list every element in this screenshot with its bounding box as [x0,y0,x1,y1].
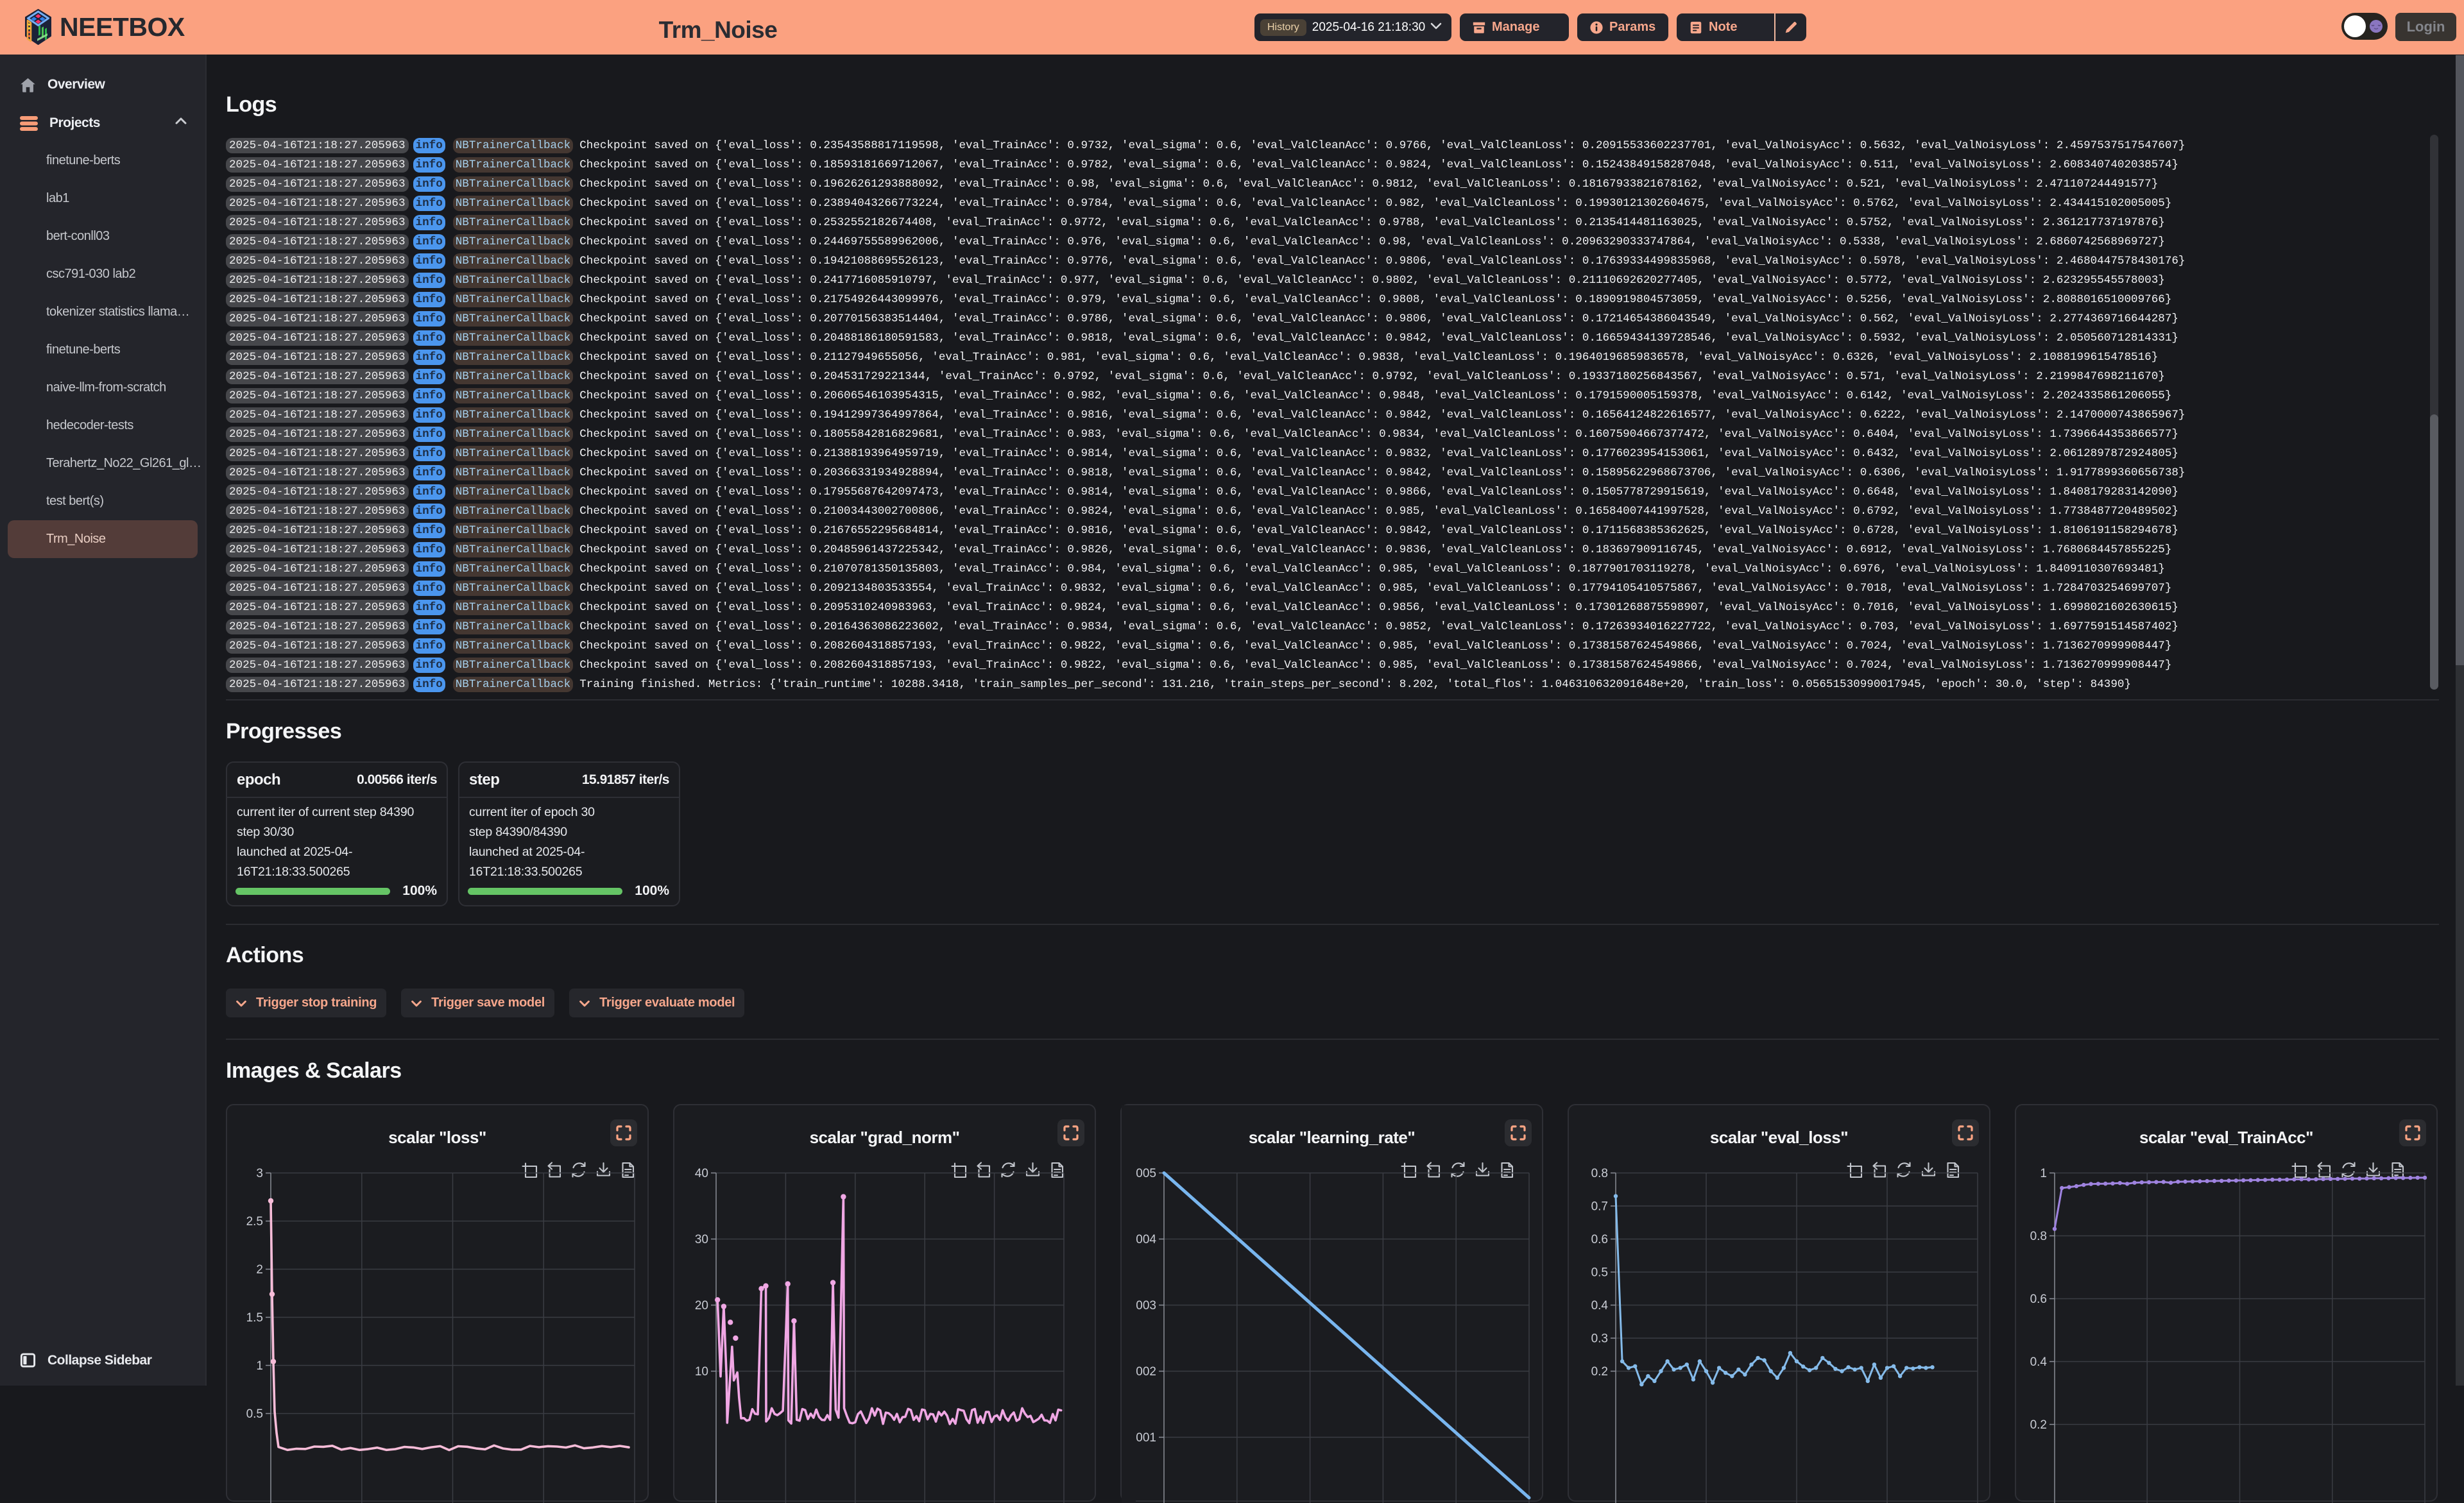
svg-text:1: 1 [256,1359,263,1373]
svg-text:0.7: 0.7 [1591,1200,1608,1214]
svg-text:10: 10 [695,1365,708,1379]
svg-text:0.6: 0.6 [2030,1293,2047,1306]
svg-text:0.3: 0.3 [1591,1332,1608,1346]
svg-text:0.8: 0.8 [1591,1167,1608,1180]
svg-text:3: 3 [256,1167,263,1180]
svg-text:20: 20 [695,1299,708,1312]
svg-text:30: 30 [695,1233,708,1246]
svg-text:2: 2 [256,1263,263,1277]
svg-text:0.2: 0.2 [2030,1418,2047,1432]
svg-text:0.8: 0.8 [2030,1230,2047,1243]
svg-text:1.5: 1.5 [246,1311,263,1325]
svg-text:0.6: 0.6 [1591,1233,1608,1246]
svg-text:40: 40 [695,1167,708,1180]
svg-text:0.5: 0.5 [1591,1266,1608,1280]
svg-text:1: 1 [2040,1167,2047,1180]
svg-text:0.4: 0.4 [2030,1355,2048,1369]
svg-text:0.5: 0.5 [246,1407,263,1421]
svg-text:0.4: 0.4 [1591,1299,1609,1312]
svg-text:2.5: 2.5 [246,1215,263,1228]
svg-text:0.2: 0.2 [1591,1365,1608,1379]
